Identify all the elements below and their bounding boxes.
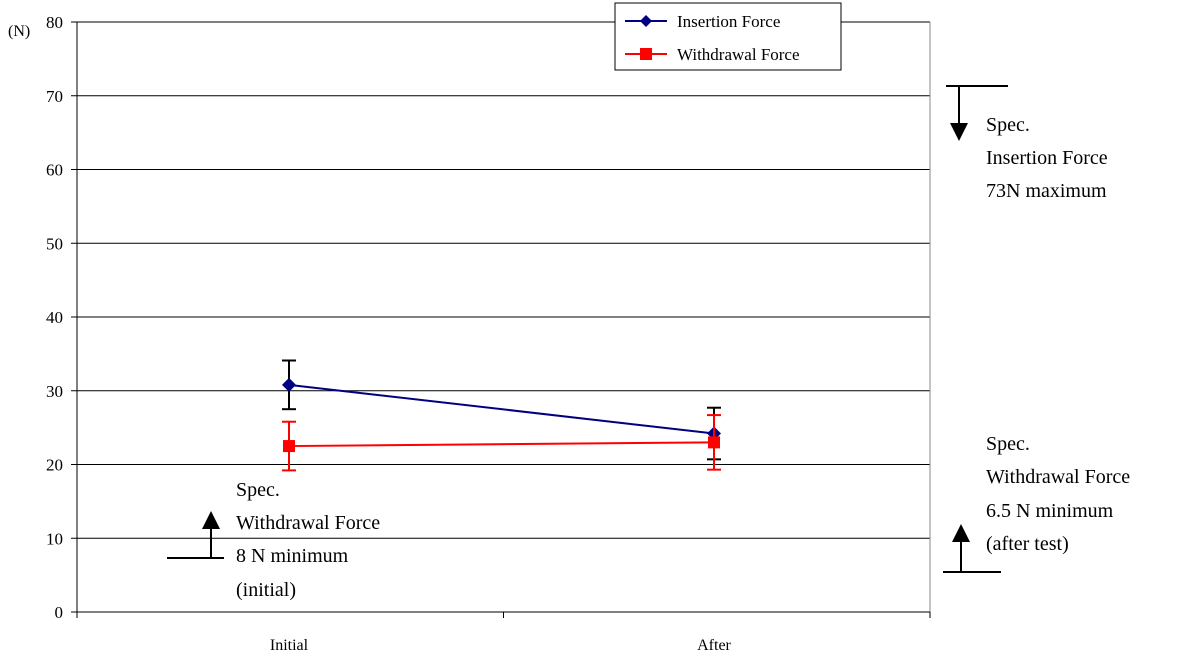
legend-insertion-marker xyxy=(640,15,652,27)
y-unit-label: (N) xyxy=(8,23,30,40)
spec-insertion-text-1: Spec. xyxy=(986,114,1030,136)
y-tick-label-10: 10 xyxy=(46,529,63,548)
y-tick-label-80: 80 xyxy=(46,13,63,32)
series-line-insertion-force xyxy=(288,383,715,435)
spec-withdrawal-initial-text-3: 8 N minimum xyxy=(236,545,349,567)
legend-insertion-label: Insertion Force xyxy=(677,12,780,31)
legend: Insertion Force Withdrawal Force xyxy=(614,2,842,71)
legend-withdrawal-label: Withdrawal Force xyxy=(677,45,800,64)
y-tick-label-40: 40 xyxy=(46,308,63,327)
spec-withdrawal-after-text-2: Withdrawal Force xyxy=(986,466,1130,488)
axes: (N) 0 10 20 30 40 50 60 70 80 Initial After xyxy=(8,13,931,654)
spec-withdrawal-initial-text-2: Withdrawal Force xyxy=(236,512,380,534)
series-line-withdrawal-force xyxy=(288,441,715,448)
spec-withdrawal-after-arrow-up-icon xyxy=(952,524,970,542)
legend-withdrawal-marker xyxy=(640,48,652,60)
series-layer xyxy=(282,359,721,472)
legend-box xyxy=(614,2,842,71)
data-point-insertion-force-0 xyxy=(282,377,296,392)
spec-withdrawal-initial-arrow-up-icon xyxy=(202,511,220,529)
annotations: Spec. Insertion Force 73N maximum Spec. … xyxy=(167,85,1130,601)
x-tick-label-after: After xyxy=(697,637,731,654)
spec-withdrawal-after-text-4: (after test) xyxy=(986,533,1069,555)
spec-withdrawal-after-text-3: 6.5 N minimum xyxy=(986,500,1114,522)
y-tick-label-30: 30 xyxy=(46,382,63,401)
y-tick-label-50: 50 xyxy=(46,234,63,253)
spec-withdrawal-after-text-1: Spec. xyxy=(986,433,1030,455)
spec-withdrawal-initial-text-1: Spec. xyxy=(236,479,280,501)
y-tick-label-70: 70 xyxy=(46,87,63,106)
gridlines xyxy=(77,21,930,539)
spec-insertion-text-2: Insertion Force xyxy=(986,147,1108,169)
y-tick-label-60: 60 xyxy=(46,161,63,180)
y-tick-label-0: 0 xyxy=(55,603,64,622)
y-tick-label-20: 20 xyxy=(46,456,63,475)
spec-insertion-text-3: 73N maximum xyxy=(986,180,1107,202)
spec-withdrawal-initial-text-4: (initial) xyxy=(236,579,296,601)
spec-insertion-arrow-down-icon xyxy=(950,123,968,141)
x-tick-label-initial: Initial xyxy=(270,637,309,654)
data-point-withdrawal-force-0 xyxy=(283,440,295,453)
data-point-withdrawal-force-1 xyxy=(708,436,720,449)
